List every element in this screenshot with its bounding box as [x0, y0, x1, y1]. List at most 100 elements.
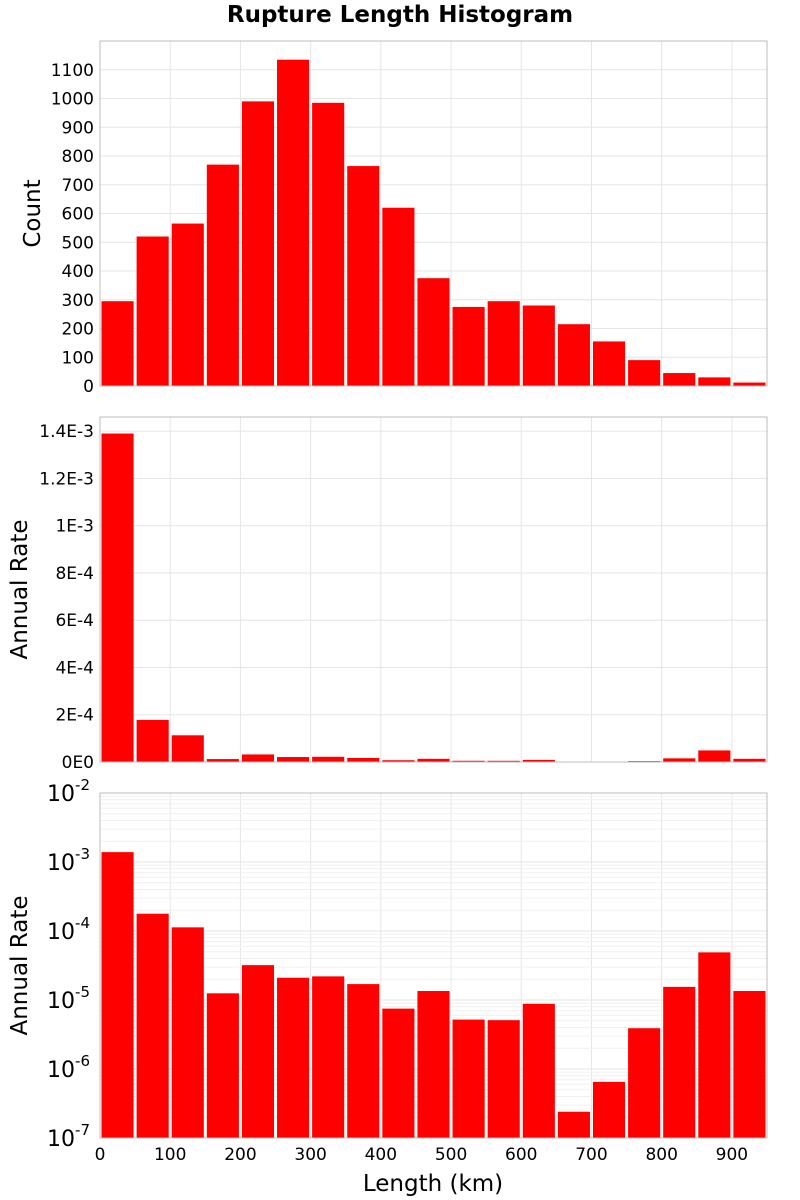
- y-tick-label: 200: [62, 320, 94, 340]
- bar: [206, 759, 239, 762]
- x-tick-label: 200: [224, 1145, 256, 1165]
- count-panel: 0 100 200 300 400 500 600 700 800 900 1000 1100 Coun…: [20, 40, 768, 397]
- bar: [312, 102, 345, 386]
- y-tick-label: 0: [83, 377, 94, 397]
- y-tick-label: 10-6: [47, 1052, 90, 1083]
- bar: [592, 341, 626, 386]
- bar: [136, 913, 169, 1138]
- bar: [628, 1028, 661, 1138]
- x-tick-label: 0: [95, 1145, 106, 1165]
- x-axis-label: Length (km): [363, 1171, 503, 1197]
- y-tick-labels: 10-7 10-6 10-5 10-4 10-3 10-2: [47, 776, 90, 1152]
- bar: [101, 433, 134, 762]
- y-tick-label: 10-5: [47, 983, 90, 1014]
- y-tick-label: 8E-4: [55, 564, 94, 584]
- bars: [101, 59, 766, 386]
- bar: [241, 754, 275, 762]
- x-tick-label: 400: [365, 1145, 397, 1165]
- grid-lines: [99, 417, 767, 763]
- y-tick-label: 1100: [51, 61, 94, 81]
- x-tick-label: 800: [645, 1145, 677, 1165]
- bar: [522, 1003, 555, 1138]
- bar: [522, 759, 555, 762]
- bar: [171, 223, 204, 386]
- y-tick-label: 10-7: [47, 1121, 90, 1152]
- y-tick-label: 4E-4: [55, 658, 94, 678]
- y-tick-label: 1000: [51, 90, 94, 110]
- bar: [487, 1020, 520, 1138]
- bar: [277, 977, 310, 1138]
- y-tick-label: 400: [62, 262, 94, 282]
- y-tick-label: 900: [62, 118, 94, 138]
- bar: [347, 166, 380, 386]
- x-tick-label: 100: [154, 1145, 186, 1165]
- y-tick-label: 1.2E-3: [39, 469, 94, 489]
- y-axis-label: Annual Rate: [7, 896, 33, 1036]
- bar: [628, 360, 661, 386]
- bar: [101, 301, 134, 386]
- annual-rate-linear-panel: 0E0 2E-4 4E-4 6E-4 8E-4 1E-3 1.2E-3 1.4E-3 Annua…: [7, 416, 768, 773]
- bar: [557, 1111, 590, 1138]
- bar: [206, 993, 239, 1138]
- bar: [733, 382, 766, 386]
- y-tick-label: 600: [62, 205, 94, 225]
- y-tick-label: 6E-4: [55, 611, 94, 631]
- bar: [452, 306, 485, 386]
- bar: [382, 207, 415, 386]
- y-tick-label: 10-2: [47, 776, 90, 807]
- x-tick-label: 700: [575, 1145, 607, 1165]
- x-tick-label: 900: [716, 1145, 748, 1165]
- bar: [557, 324, 590, 386]
- bar: [347, 984, 380, 1138]
- bar: [698, 952, 731, 1138]
- plot-frame: [99, 416, 768, 763]
- bar: [171, 927, 204, 1138]
- y-tick-label: 2E-4: [55, 706, 94, 726]
- bar: [312, 976, 345, 1138]
- bar: [733, 758, 766, 762]
- bar: [417, 991, 450, 1138]
- bar: [663, 758, 696, 762]
- y-tick-labels: 0E0 2E-4 4E-4 6E-4 8E-4 1E-3 1.2E-3 1.4E-3: [39, 422, 94, 773]
- y-tick-label: 10-4: [47, 914, 90, 945]
- bar: [382, 1008, 415, 1138]
- plot-frame: [99, 792, 768, 1139]
- bar: [698, 377, 731, 386]
- y-tick-label: 0E0: [62, 753, 94, 773]
- bar: [452, 1019, 485, 1138]
- bars: [101, 852, 766, 1138]
- y-tick-label: 500: [62, 233, 94, 253]
- bar: [487, 760, 520, 762]
- bar: [101, 852, 134, 1138]
- y-tick-label: 10-3: [47, 845, 90, 876]
- x-tick-label: 600: [505, 1145, 537, 1165]
- y-axis-label: Count: [20, 179, 46, 247]
- y-tick-labels: 0 100 200 300 400 500 600 700 800 900 1000 1100: [51, 61, 94, 397]
- chart-title: Rupture Length Histogram: [227, 2, 573, 28]
- y-tick-label: 800: [62, 147, 94, 167]
- y-tick-label: 1.4E-3: [39, 422, 94, 442]
- bar: [663, 373, 696, 386]
- y-tick-label: 1E-3: [55, 517, 94, 537]
- bar: [452, 760, 485, 762]
- bar: [417, 758, 450, 762]
- bar: [382, 760, 415, 762]
- bar: [417, 278, 450, 386]
- bar: [663, 986, 696, 1138]
- x-tick-label: 300: [294, 1145, 326, 1165]
- bar: [241, 101, 275, 386]
- bar: [592, 1081, 626, 1138]
- bar: [487, 301, 520, 386]
- bars: [101, 433, 766, 762]
- bar: [136, 719, 169, 762]
- bar: [206, 164, 239, 386]
- bar: [277, 757, 310, 762]
- bar: [698, 750, 731, 762]
- y-tick-label: 100: [62, 348, 94, 368]
- bar: [733, 991, 766, 1138]
- plot-frame: [99, 40, 768, 387]
- bar: [312, 756, 345, 762]
- annual-rate-log-panel: 10-7 10-6 10-5 10-4 10-3 10-2 Annual Rate: [7, 776, 768, 1152]
- bar: [171, 735, 204, 762]
